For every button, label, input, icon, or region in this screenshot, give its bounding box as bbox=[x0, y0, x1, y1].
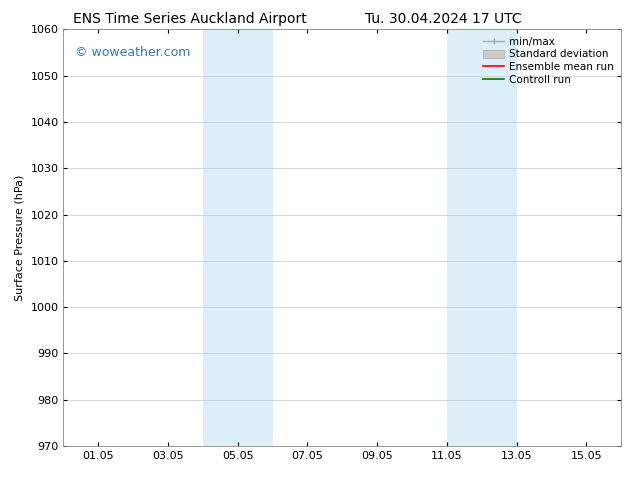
Text: Tu. 30.04.2024 17 UTC: Tu. 30.04.2024 17 UTC bbox=[365, 12, 522, 26]
Text: © woweather.com: © woweather.com bbox=[75, 46, 190, 59]
Legend: min/max, Standard deviation, Ensemble mean run, Controll run: min/max, Standard deviation, Ensemble me… bbox=[481, 35, 616, 87]
Y-axis label: Surface Pressure (hPa): Surface Pressure (hPa) bbox=[15, 174, 25, 301]
Text: ENS Time Series Auckland Airport: ENS Time Series Auckland Airport bbox=[74, 12, 307, 26]
Bar bbox=[203, 29, 273, 446]
Bar bbox=[447, 29, 517, 446]
